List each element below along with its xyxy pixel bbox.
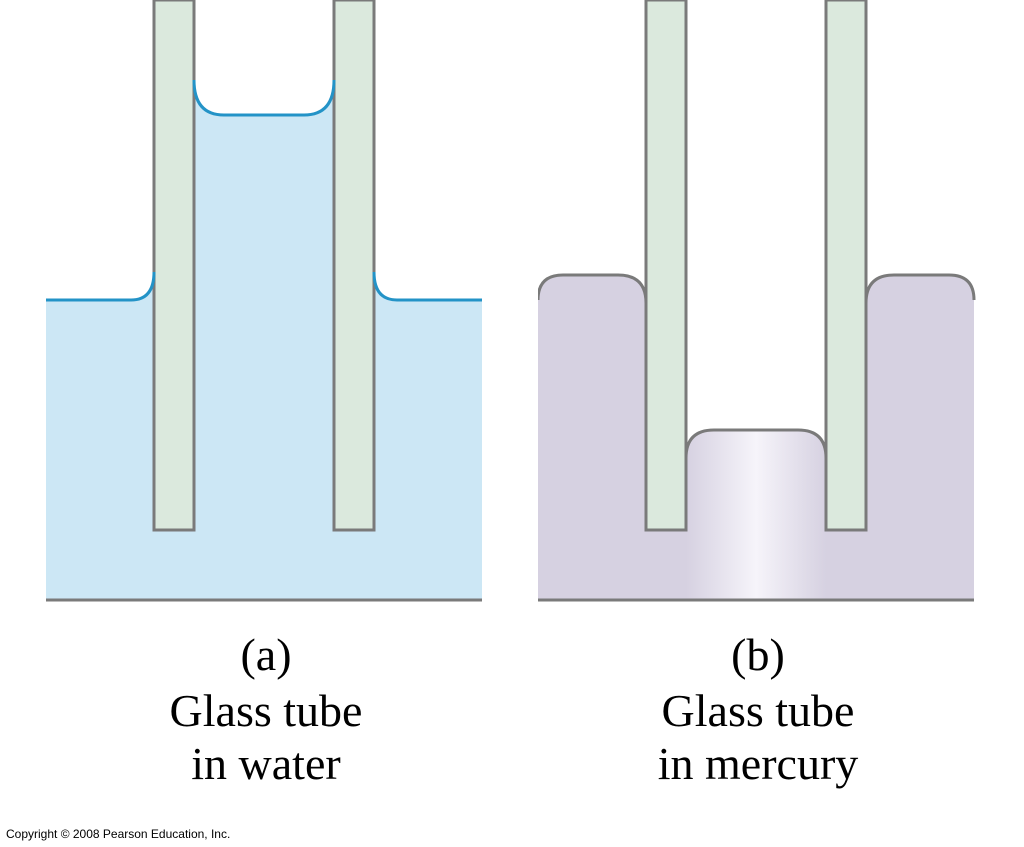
mercury-left	[538, 275, 646, 600]
caption-b-line2: in mercury	[658, 738, 859, 789]
diagram-b	[538, 0, 978, 620]
meniscus-right-outer	[374, 272, 482, 300]
caption-text-b: Glass tube in mercury	[658, 685, 859, 791]
copyright-text: Copyright © 2008 Pearson Education, Inc.	[6, 827, 230, 841]
mercury-right	[866, 275, 974, 600]
caption-b-line1: Glass tube	[662, 685, 855, 736]
meniscus-tube	[194, 80, 334, 115]
panel-b: (b) Glass tube in mercury	[518, 0, 998, 791]
panel-a: (a) Glass tube in water	[26, 0, 506, 791]
caption-text-a: Glass tube in water	[170, 685, 363, 791]
caption-a-line1: Glass tube	[170, 685, 363, 736]
svg-water	[46, 0, 486, 620]
figure-container: (a) Glass tube in water	[0, 0, 1024, 791]
diagram-a	[46, 0, 486, 620]
water-fill	[46, 85, 482, 600]
mercury-under-right-wall	[826, 530, 866, 600]
svg-mercury	[538, 0, 978, 620]
left-tube-wall-b	[646, 0, 686, 530]
mercury-under-left-wall	[646, 530, 686, 600]
caption-letter-b: (b)	[731, 628, 785, 681]
meniscus-left-outer	[46, 272, 154, 300]
right-tube-wall-b	[826, 0, 866, 530]
caption-letter-a: (a)	[240, 628, 291, 681]
mercury-tube	[686, 430, 826, 600]
caption-a-line2: in water	[191, 738, 340, 789]
right-tube-wall	[334, 0, 374, 530]
left-tube-wall	[154, 0, 194, 530]
